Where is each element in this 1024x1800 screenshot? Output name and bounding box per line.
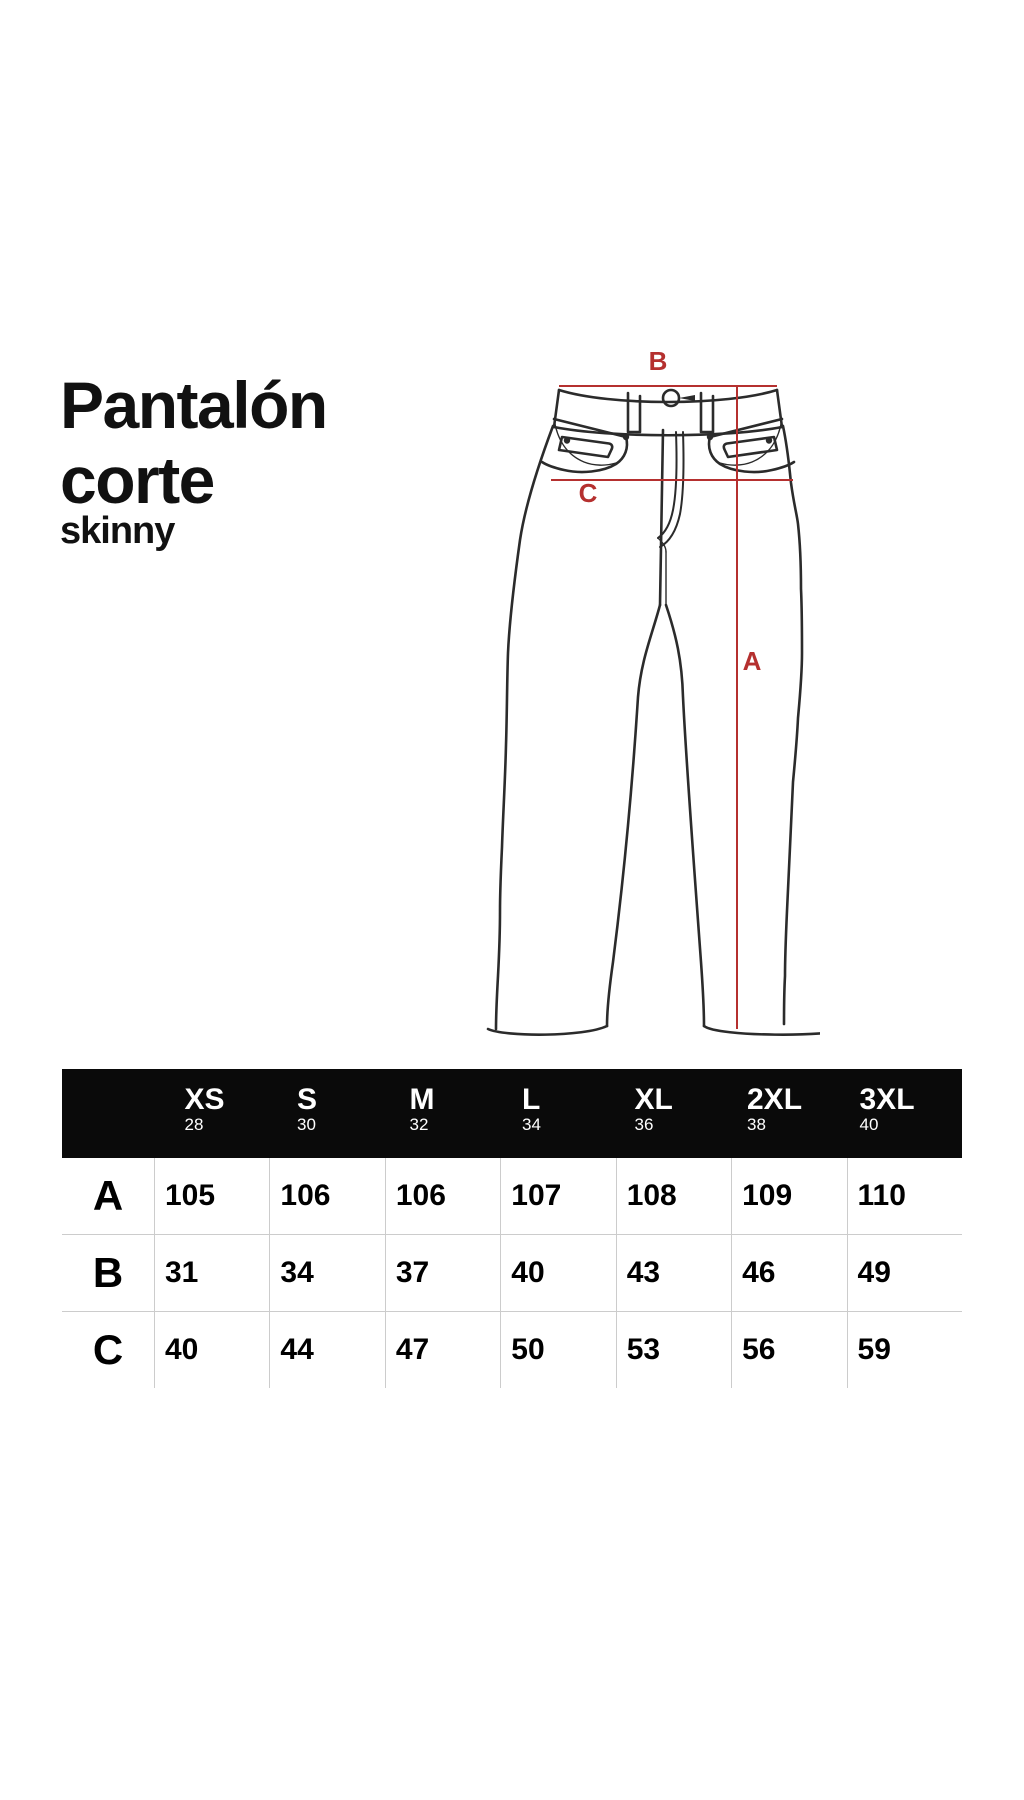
svg-text:A: A — [743, 646, 762, 676]
svg-text:C: C — [579, 478, 598, 508]
svg-text:B: B — [649, 346, 668, 376]
